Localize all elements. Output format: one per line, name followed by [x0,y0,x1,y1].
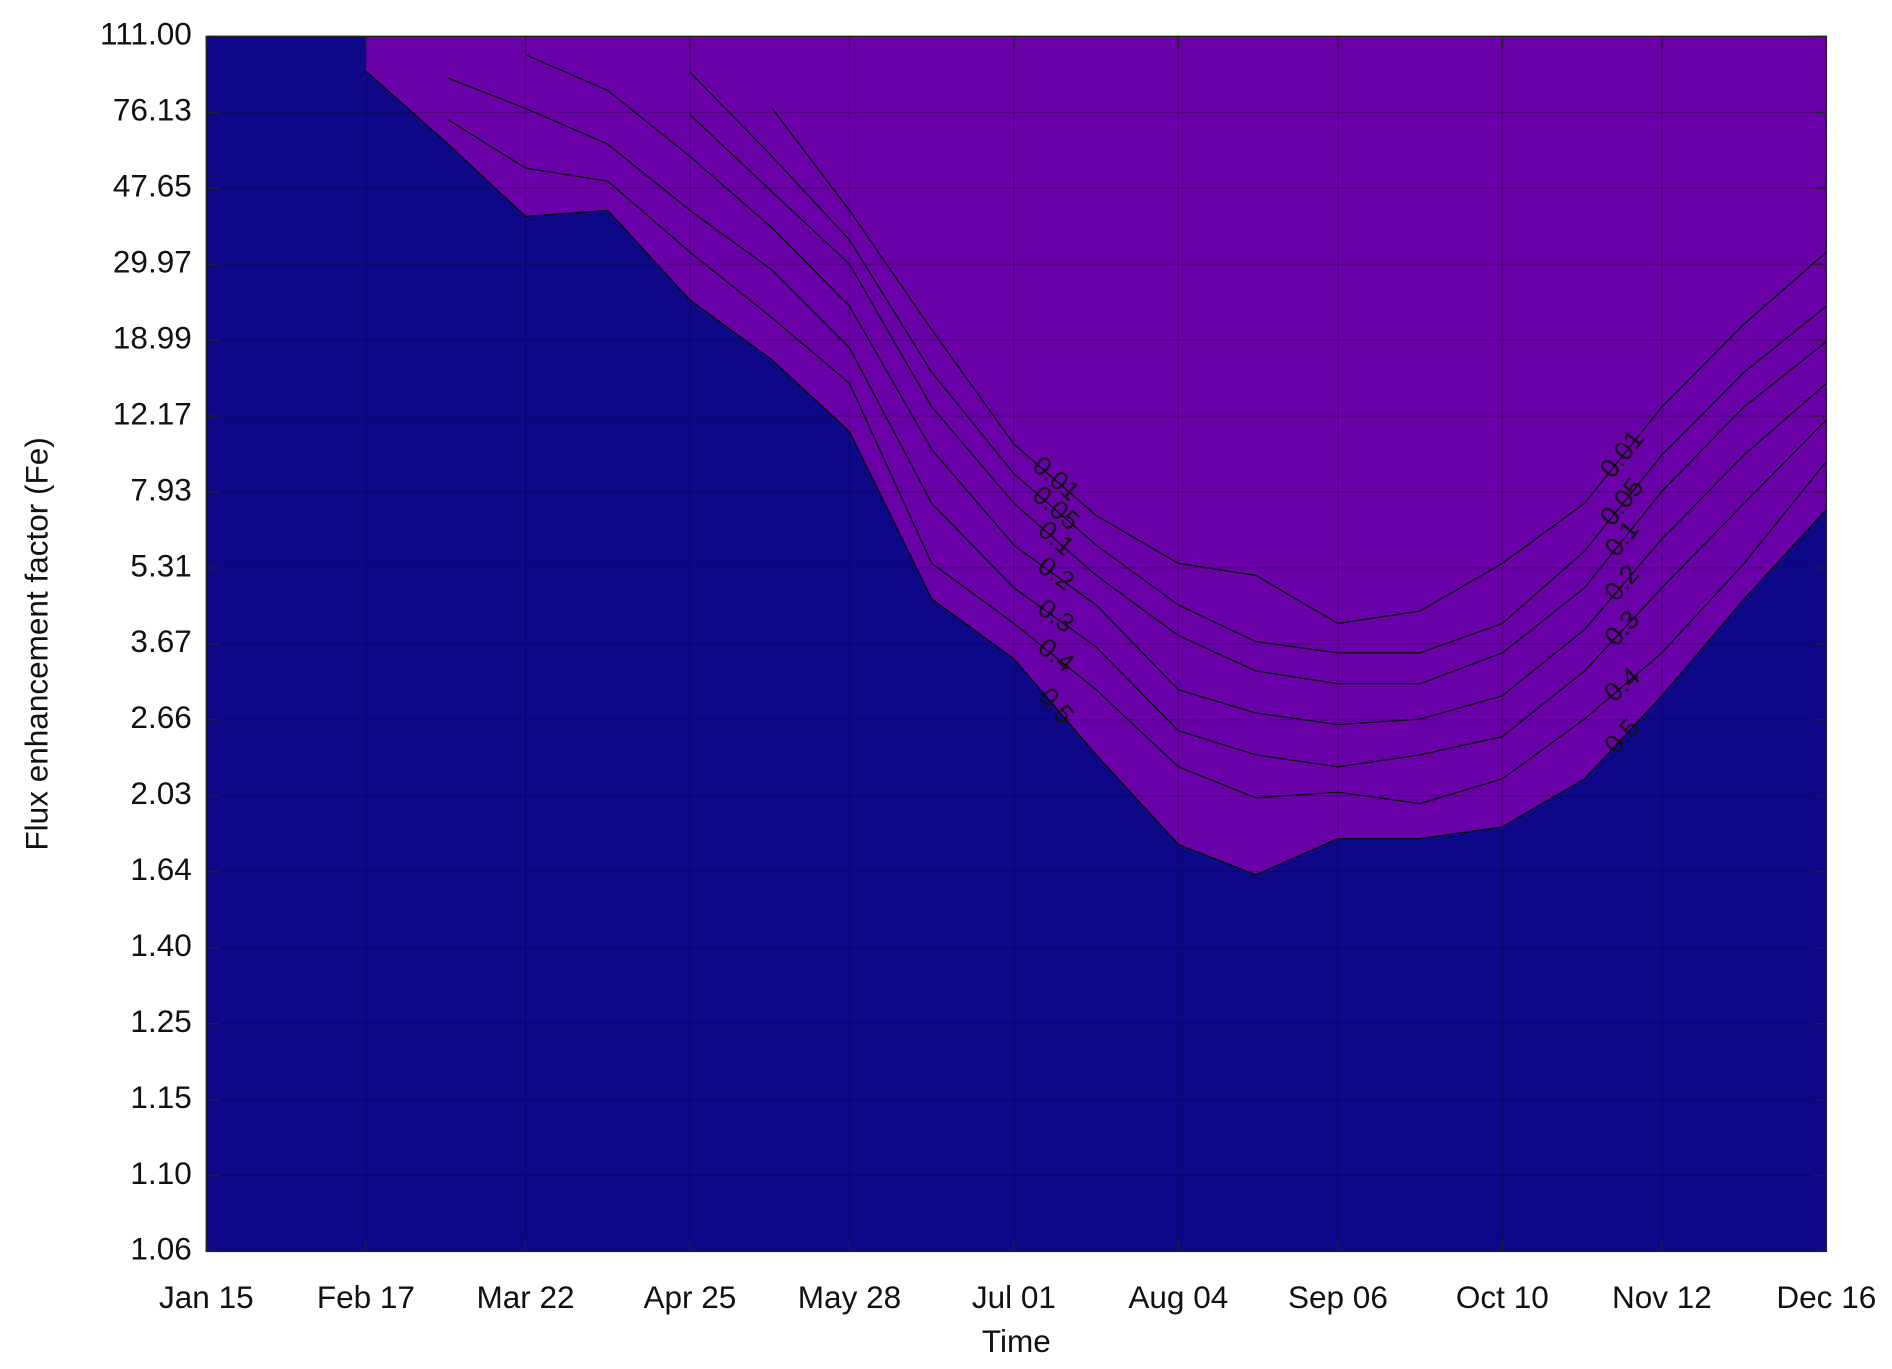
x-tick-label: May 28 [798,1279,901,1315]
y-tick-label: 5.31 [130,547,191,583]
x-tick-label: Mar 22 [476,1279,574,1315]
x-tick-label: Feb 17 [317,1279,415,1315]
y-tick-label: 111.00 [100,16,192,52]
y-tick-label: 47.65 [113,168,192,204]
x-tick-label: Aug 04 [1128,1279,1228,1315]
x-tick-label: Jan 15 [159,1279,254,1315]
y-tick-label: 12.17 [113,395,192,431]
x-tick-label: Jul 01 [972,1279,1056,1315]
contour-line [689,114,1827,685]
x-tick-label: Dec 16 [1776,1279,1876,1315]
y-tick-label: 1.10 [130,1155,191,1191]
contour-line [525,54,1827,726]
contour-line [365,70,1827,876]
y-tick-label: 3.67 [130,623,191,659]
contour-line [689,71,1827,654]
y-tick-label: 1.25 [130,1003,191,1039]
y-tick-label: 76.13 [113,92,192,128]
x-tick-label: Apr 25 [643,1279,736,1315]
contour-line [447,77,1827,768]
y-tick-label: 1.15 [130,1079,191,1115]
contour-line [771,108,1827,625]
y-tick-label: 18.99 [113,319,192,355]
y-tick-label: 7.93 [130,471,191,507]
contour-line [447,119,1827,805]
contour-band [365,36,1827,875]
y-axis-label: Flux enhancement factor (Fe) [18,437,54,850]
x-tick-label: Nov 12 [1612,1279,1712,1315]
y-tick-label: 1.40 [130,927,191,963]
y-tick-label: 2.66 [130,699,191,735]
y-tick-label: 1.06 [130,1231,191,1267]
y-tick-label: 29.97 [113,244,192,280]
y-tick-label: 1.64 [130,851,191,887]
y-tick-label: 2.03 [130,775,191,811]
x-tick-label: Oct 10 [1456,1279,1549,1315]
x-axis-label: Time [982,1323,1051,1359]
x-tick-label: Sep 06 [1288,1279,1388,1315]
